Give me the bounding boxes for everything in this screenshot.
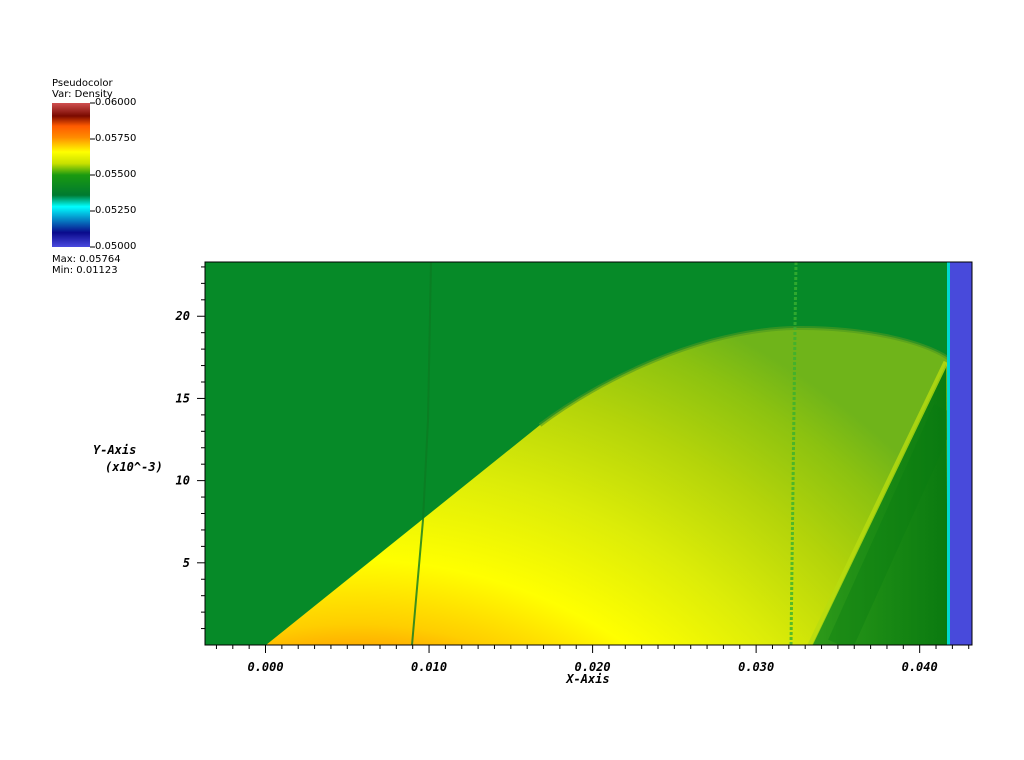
x-axis: 0.000 0.010 0.020 0.030 0.040 xyxy=(215,645,970,674)
inflow-edge xyxy=(947,262,950,645)
x-tick-label: 0.010 xyxy=(411,660,447,674)
colorbar-tick-label: 0.05250 xyxy=(95,205,137,216)
faint-wave-line xyxy=(411,262,432,645)
y-tick-label: 20 xyxy=(175,309,190,323)
shock-front xyxy=(807,360,949,645)
x-tick-label: 0.020 xyxy=(575,660,611,674)
colorbar xyxy=(52,103,90,247)
legend-min: Min: 0.01123 xyxy=(52,265,118,276)
bubble-region xyxy=(266,327,948,645)
y-tick-label: 5 xyxy=(183,556,190,570)
shock-inner xyxy=(828,404,958,645)
x-axis-title: X-Axis xyxy=(565,672,609,686)
colorbar-tick-label: 0.05500 xyxy=(95,169,137,180)
legend-variable: Var: Density xyxy=(52,89,113,100)
bubble-edge xyxy=(538,325,950,427)
inflow-strip xyxy=(949,262,972,645)
legend-max: Max: 0.05764 xyxy=(52,254,121,265)
y-axis-title: Y-Axis xyxy=(93,443,136,457)
y-axis: 5 10 15 20 xyxy=(175,266,205,630)
colorbar-tick-label: 0.06000 xyxy=(95,97,137,108)
colorbar-tick-label: 0.05000 xyxy=(95,241,137,252)
y-axis-scale: (x10^-3) xyxy=(105,460,163,474)
x-tick-label: 0.030 xyxy=(738,660,774,674)
contact-line xyxy=(789,262,798,645)
y-tick-label: 10 xyxy=(176,474,190,488)
plot-frame xyxy=(204,261,973,646)
y-tick-label: 15 xyxy=(176,391,190,405)
colorbar-ticks xyxy=(90,102,95,248)
legend-plot-type: Pseudocolor xyxy=(52,78,113,89)
x-tick-label: 0.040 xyxy=(902,660,938,674)
plot-area xyxy=(205,262,972,645)
x-tick-label: 0.000 xyxy=(247,660,283,674)
colorbar-tick-label: 0.05750 xyxy=(95,133,137,144)
